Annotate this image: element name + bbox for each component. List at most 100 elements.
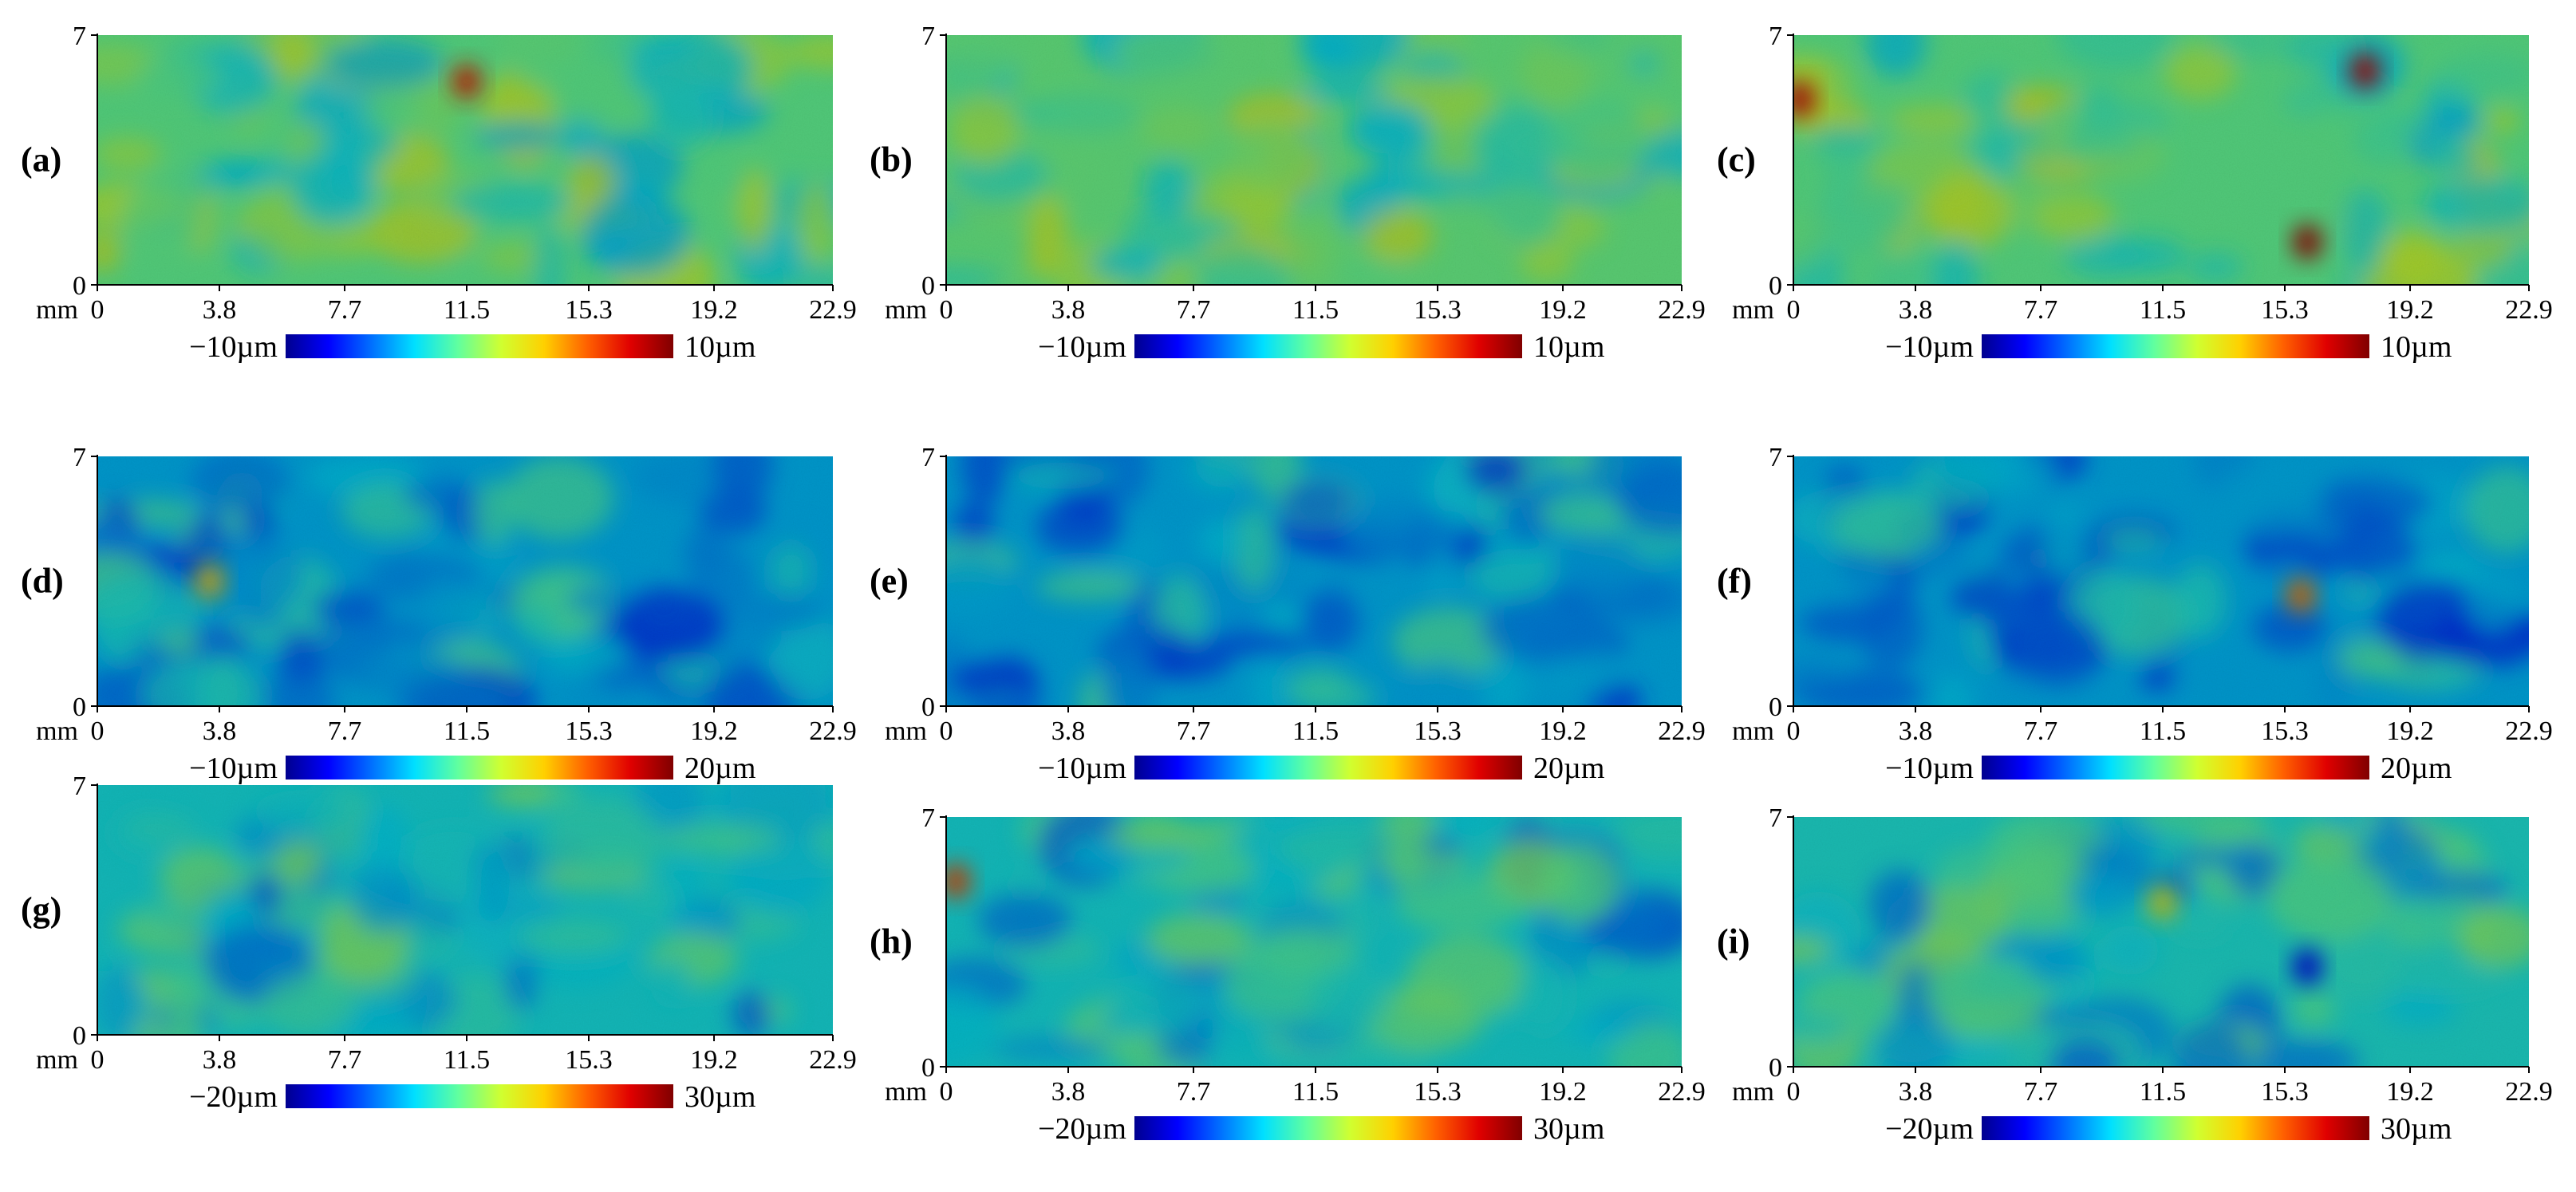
panel-a: 0 7 0 3.8 7.7 11.5 15.3 19.2 22.9 mm (a) −10µm 10µm — [21, 22, 857, 364]
y-tick-label: 0 — [1769, 271, 1782, 301]
axes: 0 7 0 3.8 7.7 11.5 15.3 19.2 22.9 mm — [36, 443, 857, 746]
heatmap-field — [97, 785, 833, 1035]
colorbar-gradient — [1134, 334, 1522, 358]
colorbar-max-label: 20µm — [1533, 752, 1604, 785]
colorbar-gradient — [1982, 756, 2369, 780]
x-axis-unit-label: mm — [1732, 295, 1774, 325]
y-tick-label: 0 — [921, 693, 935, 722]
x-tick-label: 22.9 — [1658, 716, 1706, 746]
panel-f: 0 7 0 3.8 7.7 11.5 15.3 19.2 22.9 mm (f) −10µm 20µm — [1717, 443, 2553, 785]
x-tick-label: 22.9 — [2505, 295, 2553, 325]
x-tick-label: 7.7 — [328, 716, 362, 746]
x-tick-label: 22.9 — [809, 295, 857, 325]
x-tick-label: 15.3 — [2261, 295, 2309, 325]
colorbar-min-label: −10µm — [1038, 330, 1126, 364]
x-tick-label: 11.5 — [1292, 295, 1339, 325]
x-tick-label: 19.2 — [1539, 716, 1587, 746]
x-tick-label: 0 — [940, 716, 953, 746]
heatmap-grain — [1793, 35, 2529, 285]
x-axis-unit-label: mm — [1732, 716, 1774, 746]
heatmap-grain — [1793, 817, 2529, 1067]
axes: 0 7 0 3.8 7.7 11.5 15.3 19.2 22.9 mm — [885, 22, 1706, 325]
colorbar-max-label: 30µm — [1533, 1112, 1604, 1146]
colorbar-gradient — [1134, 1116, 1522, 1140]
x-tick-label: 0 — [940, 1077, 953, 1107]
colorbar-min-label: −10µm — [189, 752, 278, 785]
colorbar-min-label: −20µm — [1885, 1112, 1974, 1146]
x-tick-label: 0 — [940, 295, 953, 325]
x-tick-label: 3.8 — [203, 716, 237, 746]
colorbar-min-label: −20µm — [1038, 1112, 1126, 1146]
colorbar-min-label: −10µm — [1038, 752, 1126, 785]
panel-label: (c) — [1717, 140, 1756, 180]
colorbar-gradient — [1134, 756, 1522, 780]
x-tick-label: 0 — [91, 295, 105, 325]
colorbar-max-label: 10µm — [2381, 330, 2452, 364]
x-axis-unit-label: mm — [36, 716, 78, 746]
colorbar-gradient — [1982, 334, 2369, 358]
x-tick-label: 0 — [91, 1045, 105, 1075]
x-tick-label: 11.5 — [2140, 716, 2186, 746]
panel-label: (b) — [870, 140, 913, 180]
axes: 0 7 0 3.8 7.7 11.5 15.3 19.2 22.9 mm — [1732, 803, 2553, 1107]
y-tick-label: 0 — [73, 693, 86, 722]
panel-label: (d) — [21, 562, 64, 601]
x-tick-label: 0 — [91, 716, 105, 746]
colorbar-max-label: 10µm — [684, 330, 755, 364]
panel-label: (g) — [21, 890, 61, 930]
colorbar-max-label: 10µm — [1533, 330, 1604, 364]
y-tick-label: 7 — [1769, 443, 1782, 472]
x-tick-label: 22.9 — [809, 716, 857, 746]
x-tick-label: 19.2 — [690, 295, 738, 325]
axes: 0 7 0 3.8 7.7 11.5 15.3 19.2 22.9 mm — [36, 22, 857, 325]
x-tick-label: 11.5 — [2140, 1077, 2186, 1107]
colorbar: −10µm 20µm — [1038, 752, 1604, 785]
colorbar-min-label: −10µm — [189, 330, 278, 364]
x-tick-label: 3.8 — [1051, 716, 1086, 746]
colorbar-max-label: 20µm — [684, 752, 755, 785]
colorbar: −10µm 10µm — [189, 330, 755, 364]
x-tick-label: 7.7 — [1177, 295, 1211, 325]
x-tick-label: 7.7 — [328, 295, 362, 325]
y-tick-label: 7 — [1769, 803, 1782, 833]
heatmap-field — [97, 35, 833, 285]
x-axis-unit-label: mm — [885, 295, 927, 325]
x-tick-label: 15.3 — [565, 716, 613, 746]
heatmap-field — [946, 817, 1682, 1067]
colorbar-max-label: 20µm — [2381, 752, 2452, 785]
x-tick-label: 11.5 — [444, 295, 490, 325]
heatmap-grain — [946, 456, 1682, 706]
panel-h: 0 7 0 3.8 7.7 11.5 15.3 19.2 22.9 mm (h) −20µm 30µm — [870, 803, 1706, 1146]
x-tick-label: 19.2 — [2386, 1077, 2434, 1107]
x-axis-unit-label: mm — [36, 1045, 78, 1075]
colorbar-gradient — [286, 1084, 673, 1108]
heatmap-grain — [97, 785, 833, 1035]
x-tick-label: 3.8 — [203, 295, 237, 325]
heatmap-field — [946, 35, 1682, 285]
colorbar: −10µm 10µm — [1038, 330, 1604, 364]
x-tick-label: 22.9 — [2505, 716, 2553, 746]
colorbar-gradient — [286, 334, 673, 358]
x-tick-label: 7.7 — [2024, 1077, 2058, 1107]
x-axis-unit-label: mm — [1732, 1077, 1774, 1107]
x-tick-label: 22.9 — [1658, 295, 1706, 325]
x-tick-label: 22.9 — [809, 1045, 857, 1075]
panel-i: 0 7 0 3.8 7.7 11.5 15.3 19.2 22.9 mm (i) −20µm 30µm — [1717, 803, 2553, 1146]
x-tick-label: 15.3 — [565, 295, 613, 325]
y-tick-label: 7 — [73, 772, 86, 801]
colorbar-min-label: −10µm — [1885, 330, 1974, 364]
x-tick-label: 19.2 — [2386, 295, 2434, 325]
axes: 0 7 0 3.8 7.7 11.5 15.3 19.2 22.9 mm — [885, 803, 1706, 1107]
colorbar-gradient — [1982, 1116, 2369, 1140]
heatmap-field — [1793, 817, 2529, 1067]
x-tick-label: 7.7 — [328, 1045, 362, 1075]
x-tick-label: 15.3 — [1414, 295, 1462, 325]
panel-g: 0 7 0 3.8 7.7 11.5 15.3 19.2 22.9 mm (g) −20µm 30µm — [21, 772, 857, 1114]
panel-d: 0 7 0 3.8 7.7 11.5 15.3 19.2 22.9 mm (d) −10µm 20µm — [21, 443, 857, 785]
axes: 0 7 0 3.8 7.7 11.5 15.3 19.2 22.9 mm — [36, 772, 857, 1075]
colorbar-max-label: 30µm — [2381, 1112, 2452, 1146]
x-tick-label: 19.2 — [690, 716, 738, 746]
x-tick-label: 11.5 — [444, 1045, 490, 1075]
x-tick-label: 7.7 — [2024, 716, 2058, 746]
